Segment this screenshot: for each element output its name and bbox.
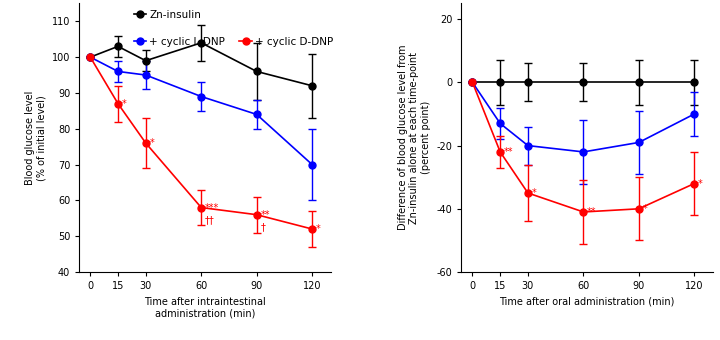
- Text: *: *: [642, 204, 647, 214]
- Text: †: †: [261, 222, 265, 232]
- Y-axis label: Difference of blood glucose level from
Zn-insulin alone at each time-point
(perc: Difference of blood glucose level from Z…: [397, 45, 431, 231]
- X-axis label: Time after intraintestinal
administration (min): Time after intraintestinal administratio…: [144, 296, 266, 318]
- Text: *: *: [150, 138, 154, 148]
- Text: *: *: [316, 224, 320, 234]
- Text: **: **: [587, 207, 597, 217]
- Text: ††: ††: [205, 215, 215, 225]
- Text: *: *: [531, 188, 536, 198]
- Text: **: **: [261, 210, 270, 220]
- Text: **: **: [504, 147, 513, 157]
- Text: ***: ***: [205, 203, 219, 212]
- Text: *: *: [698, 178, 703, 188]
- Y-axis label: Blood glucose level
(% of initial level): Blood glucose level (% of initial level): [24, 90, 46, 185]
- Legend: + cyclic D-DNP: + cyclic D-DNP: [235, 33, 338, 51]
- X-axis label: Time after oral administration (min): Time after oral administration (min): [500, 296, 675, 307]
- Text: *: *: [122, 99, 127, 109]
